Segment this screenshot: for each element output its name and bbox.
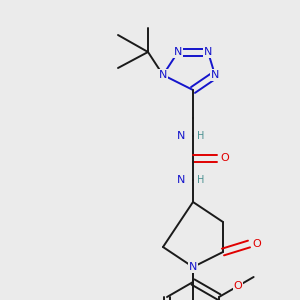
- Text: N: N: [174, 47, 182, 57]
- Text: O: O: [220, 153, 230, 163]
- Text: H: H: [197, 131, 204, 141]
- Text: N: N: [189, 262, 197, 272]
- Text: O: O: [234, 281, 242, 291]
- Text: H: H: [197, 175, 204, 185]
- Text: N: N: [204, 47, 212, 57]
- Text: O: O: [253, 239, 261, 249]
- Text: N: N: [211, 70, 219, 80]
- Text: N: N: [159, 70, 167, 80]
- Text: N: N: [177, 175, 185, 185]
- Text: N: N: [177, 131, 185, 141]
